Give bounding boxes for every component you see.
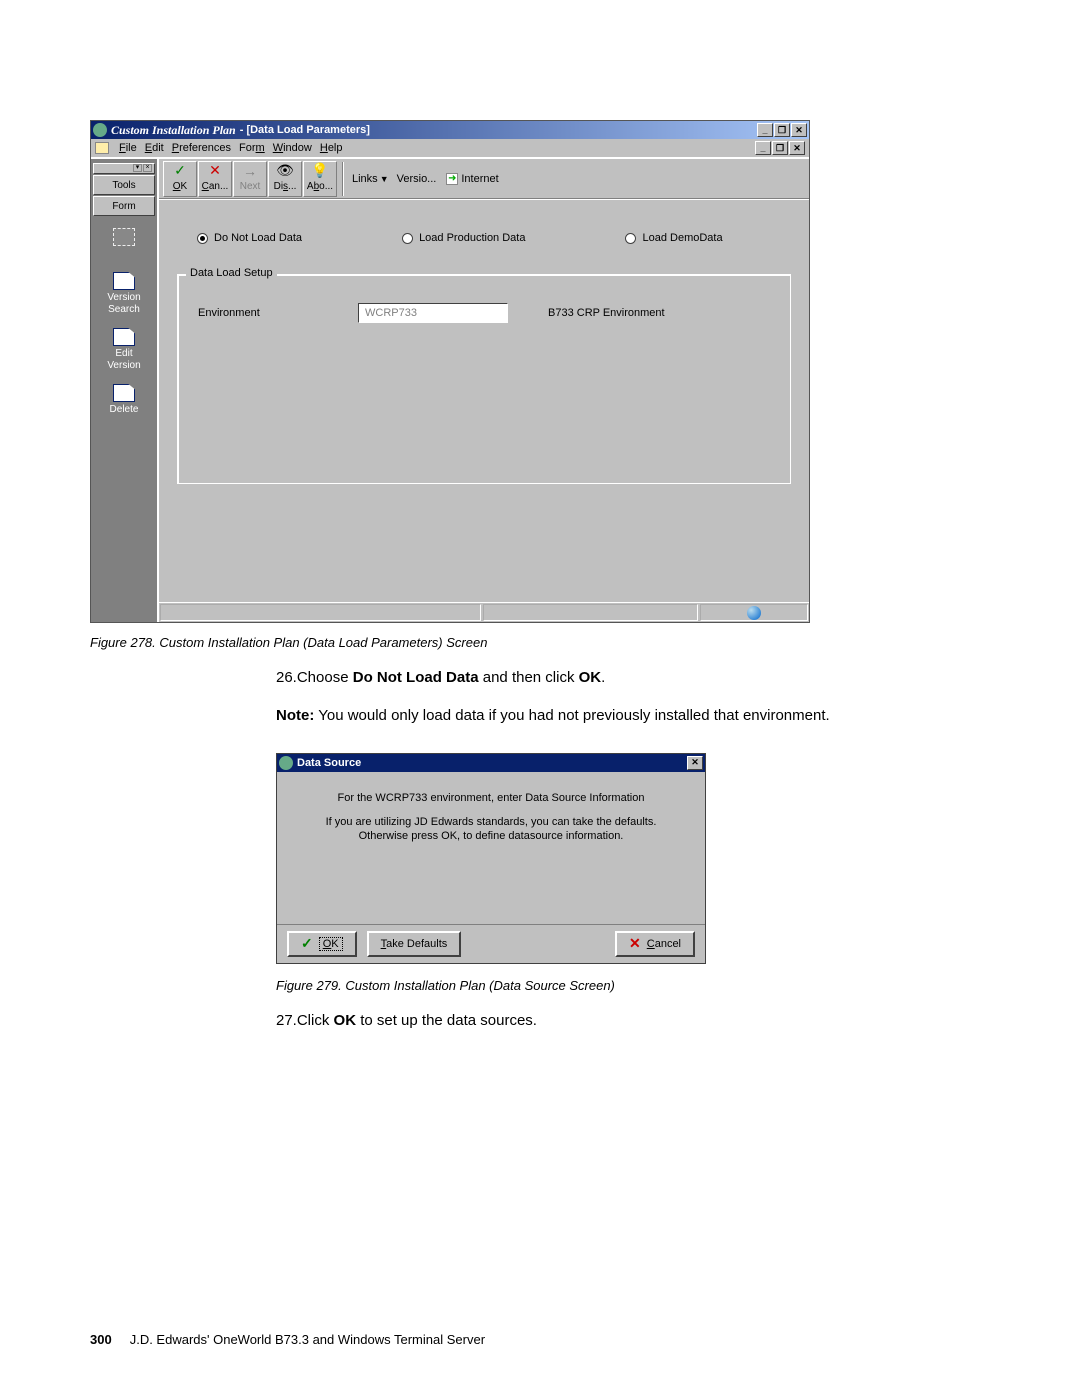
- menu-window[interactable]: Window: [273, 142, 312, 154]
- globe-icon: [747, 606, 761, 620]
- step-26: 26.Choose Do Not Load Data and then clic…: [276, 668, 896, 688]
- toolbar-display-button[interactable]: 👁 Dis...: [268, 161, 302, 197]
- document-icon: [113, 328, 135, 346]
- check-icon: ✓: [301, 935, 313, 952]
- page-footer: 300 J.D. Edwards' OneWorld B73.3 and Win…: [90, 1332, 485, 1347]
- figure-caption-278: Figure 278. Custom Installation Plan (Da…: [90, 635, 990, 650]
- dialog-titlebar: Data Source ✕: [277, 754, 705, 772]
- close-button[interactable]: ✕: [791, 123, 807, 137]
- note-text: Note: You would only load data if you ha…: [276, 706, 896, 726]
- dialog-title: Data Source: [297, 757, 361, 769]
- radio-dot-icon: [197, 233, 208, 244]
- page-number: 300: [90, 1332, 112, 1347]
- menu-preferences[interactable]: Preferences: [172, 142, 231, 154]
- eye-icon: 👁: [276, 162, 294, 180]
- book-title: J.D. Edwards' OneWorld B73.3 and Windows…: [130, 1332, 485, 1347]
- environment-description: B733 CRP Environment: [548, 307, 665, 319]
- dialog-take-defaults-button[interactable]: Take Defaults: [367, 931, 462, 957]
- dialog-button-bar: ✓ OK Take Defaults ✕ Cancel: [277, 924, 705, 963]
- sidebar-tools-button[interactable]: Tools: [93, 175, 155, 195]
- app-icon: [93, 123, 107, 137]
- environment-label: Environment: [198, 307, 318, 319]
- fieldset-legend: Data Load Setup: [186, 267, 277, 279]
- sidebar-item-delete[interactable]: Delete: [110, 384, 139, 416]
- form-area: Do Not Load Data Load Production Data Lo…: [159, 199, 809, 602]
- sidebar-item-next[interactable]: Next: [113, 228, 135, 260]
- dialog-ok-button[interactable]: ✓ OK: [287, 931, 357, 957]
- dialog-cancel-button[interactable]: ✕ Cancel: [615, 931, 695, 957]
- radio-load-demo[interactable]: Load DemoData: [625, 232, 722, 244]
- status-bar: [159, 602, 809, 622]
- dialog-text-line3: Otherwise press OK, to define datasource…: [293, 830, 689, 842]
- radio-label: Do Not Load Data: [214, 232, 302, 244]
- x-icon: ✕: [209, 162, 221, 180]
- toolbar-separator: [342, 162, 344, 196]
- dialog-text-line1: For the WCRP733 environment, enter Data …: [293, 792, 689, 804]
- menu-file[interactable]: File: [119, 142, 137, 154]
- menu-bar: File Edit Preferences Form Window Help _…: [91, 139, 809, 157]
- next-icon: [113, 228, 135, 246]
- environment-field[interactable]: WCRP733: [358, 303, 508, 323]
- document-icon: [113, 384, 135, 402]
- toolbar-next-button: → Next: [233, 161, 267, 197]
- step-27: 27.Click OK to set up the data sources.: [276, 1011, 896, 1031]
- mdi-restore-button[interactable]: ❐: [772, 141, 788, 155]
- check-icon: ✓: [174, 162, 186, 180]
- menu-edit[interactable]: Edit: [145, 142, 164, 154]
- dialog-text-line2: If you are utilizing JD Edwards standard…: [293, 816, 689, 828]
- toolbar-internet[interactable]: ➜ Internet: [446, 173, 498, 185]
- minimize-button[interactable]: _: [757, 123, 773, 137]
- mdi-close-button[interactable]: ✕: [789, 141, 805, 155]
- radio-dot-icon: [625, 233, 636, 244]
- arrow-right-icon: →: [243, 162, 257, 180]
- help-icon: 💡: [311, 162, 328, 180]
- toolbar: ✓ OK ✕ Can... → Next 👁 Dis...: [159, 159, 809, 199]
- sidebar-item-version-search[interactable]: VersionSearch: [107, 272, 140, 316]
- menu-form[interactable]: Form: [239, 142, 265, 154]
- internet-icon: ➜: [446, 173, 458, 185]
- radio-load-production[interactable]: Load Production Data: [402, 232, 525, 244]
- sidebar-tab-controls[interactable]: ▾×: [93, 163, 155, 174]
- menu-help[interactable]: Help: [320, 142, 343, 154]
- fieldset-data-load-setup: Data Load Setup Environment WCRP733 B733…: [177, 274, 791, 484]
- toolbar-cancel-button[interactable]: ✕ Can...: [198, 161, 232, 197]
- dialog-close-button[interactable]: ✕: [687, 756, 703, 770]
- sidebar-form-button[interactable]: Form: [93, 196, 155, 216]
- maximize-button[interactable]: ❐: [774, 123, 790, 137]
- figure-caption-279: Figure 279. Custom Installation Plan (Da…: [276, 978, 990, 993]
- sidebar-item-edit-version[interactable]: EditVersion: [107, 328, 140, 372]
- screenshot-data-source-dialog: Data Source ✕ For the WCRP733 environmen…: [276, 753, 706, 964]
- sidebar-item-label: Next: [114, 248, 135, 260]
- sidebar-item-label: VersionSearch: [107, 292, 140, 316]
- mdi-minimize-button[interactable]: _: [755, 141, 771, 155]
- app-titlebar: Custom Installation Plan - [Data Load Pa…: [91, 121, 809, 139]
- document-icon: [113, 272, 135, 290]
- app-title-main: Custom Installation Plan: [111, 123, 236, 138]
- mdi-doc-icon[interactable]: [95, 142, 109, 154]
- radio-do-not-load[interactable]: Do Not Load Data: [197, 232, 302, 244]
- app-title-sub: - [Data Load Parameters]: [240, 124, 370, 136]
- dialog-icon: [279, 756, 293, 770]
- sidebar-item-label: EditVersion: [107, 348, 140, 372]
- toolbar-links[interactable]: Links▼: [352, 173, 389, 185]
- sidebar-item-label: Delete: [110, 404, 139, 416]
- toolbar-about-button[interactable]: 💡 Abo...: [303, 161, 337, 197]
- screenshot-data-load-parameters: Custom Installation Plan - [Data Load Pa…: [90, 120, 810, 623]
- radio-label: Load DemoData: [642, 232, 722, 244]
- toolbar-version[interactable]: Versio...: [397, 173, 437, 185]
- x-icon: ✕: [629, 935, 641, 952]
- radio-label: Load Production Data: [419, 232, 525, 244]
- radio-dot-icon: [402, 233, 413, 244]
- sidebar: ▾× Tools Form Next VersionSearch EditVer…: [91, 159, 157, 622]
- toolbar-ok-button[interactable]: ✓ OK: [163, 161, 197, 197]
